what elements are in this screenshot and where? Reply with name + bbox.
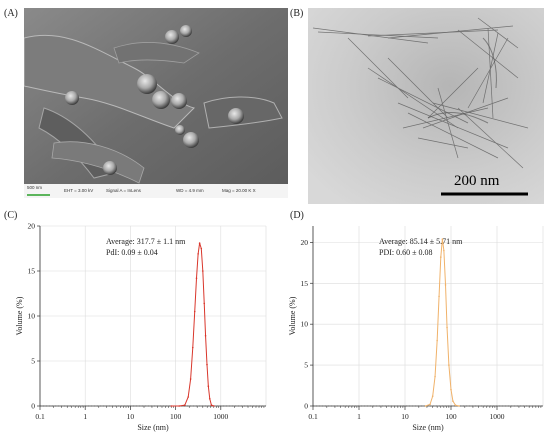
data-point (458, 405, 460, 407)
x-axis-label: Size (nm) (137, 423, 169, 432)
y-tick-label: 20 (28, 222, 36, 231)
x-tick-label: 0.1 (308, 412, 318, 421)
data-point (184, 404, 186, 406)
data-point (434, 375, 436, 378)
y-tick-label: 10 (301, 320, 309, 329)
data-point (198, 242, 201, 244)
annotation-line: Average: 85.14 ± 5.71 nm (379, 237, 463, 246)
series-line (425, 239, 460, 407)
sem-signal: Signal A = InLens (106, 188, 141, 193)
panel-label-a: (A) (4, 8, 18, 19)
data-point (170, 405, 173, 407)
data-point (207, 385, 210, 387)
data-point (193, 310, 196, 313)
data-point (202, 270, 204, 272)
series-line (171, 242, 214, 407)
panel-label-c: (C) (4, 210, 18, 221)
data-point (448, 364, 450, 366)
data-point (450, 388, 452, 391)
x-tick-label: 10 (401, 412, 409, 421)
data-point (429, 403, 431, 406)
y-axis-label: Volume (%) (288, 296, 297, 335)
sem-micrograph: 500 nm EHT = 3.00 kV Signal A = InLens W… (24, 8, 288, 198)
y-tick-label: 15 (28, 267, 36, 276)
size-distribution-chart-c: 0.1 1 10 100 1000 0 5 10 15 20 Size (nm) Volume (%)… (15, 222, 267, 432)
y-tick-label: 20 (301, 238, 309, 247)
data-point (443, 249, 445, 252)
panel-label-b: (B) (290, 8, 304, 19)
x-axis-label: Size (nm) (412, 423, 444, 432)
sem-image (24, 8, 288, 198)
tem-micrograph: 200 nm (308, 8, 544, 204)
sem-eht: EHT = 3.00 kV (64, 188, 94, 193)
data-point (210, 404, 213, 406)
data-point (454, 404, 457, 406)
data-point (191, 346, 194, 349)
x-tick-label: 100 (445, 412, 457, 421)
data-point (444, 284, 447, 286)
data-point (452, 400, 454, 402)
y-tick-label: 10 (28, 312, 36, 321)
x-tick-label: 1000 (213, 412, 228, 421)
sem-mag: Mag = 20.00 K X (222, 188, 256, 193)
annotation-line: Average: 317.7 ± 1.1 nm (106, 237, 186, 246)
data-point (178, 405, 180, 407)
data-point (439, 256, 442, 258)
data-point (441, 238, 444, 240)
data-point (189, 378, 192, 380)
data-point (208, 398, 211, 400)
data-point (200, 247, 203, 250)
data-point (204, 335, 207, 337)
sem-wd: WD = 4.9 mm (176, 188, 204, 193)
y-tick-label: 0 (304, 402, 308, 411)
data-point (206, 363, 208, 366)
x-tick-label: 100 (170, 412, 182, 421)
data-point (187, 396, 189, 398)
annotation-line: PDI: 0.60 ± 0.08 (379, 248, 433, 257)
tem-scale-label: 200 nm (454, 173, 500, 189)
data-point (446, 326, 448, 329)
sem-scale-label: 500 nm (27, 185, 43, 190)
data-point (212, 405, 215, 407)
tem-image (308, 8, 544, 204)
data-point (436, 339, 438, 342)
x-tick-label: 10 (127, 412, 135, 421)
data-point (195, 277, 198, 279)
y-tick-label: 5 (31, 357, 35, 366)
x-tick-label: 1000 (490, 412, 505, 421)
data-point (431, 395, 434, 397)
y-tick-label: 0 (31, 402, 35, 411)
annotation-line: PdI: 0.09 ± 0.04 (106, 248, 158, 257)
data-point (438, 295, 440, 298)
x-tick-label: 0.1 (35, 412, 45, 421)
y-tick-label: 15 (301, 279, 309, 288)
panel-label-d: (D) (290, 210, 304, 221)
size-distribution-chart-d: 0.1 1 10 100 1000 0 5 10 15 20 Size (nm) Volume (%)… (288, 226, 544, 432)
data-point (197, 253, 199, 255)
y-tick-label: 5 (304, 361, 308, 370)
x-tick-label: 1 (83, 412, 87, 421)
x-tick-label: 1 (357, 412, 361, 421)
data-point (424, 405, 427, 407)
data-point (203, 302, 206, 305)
y-axis-label: Volume (%) (15, 296, 24, 335)
